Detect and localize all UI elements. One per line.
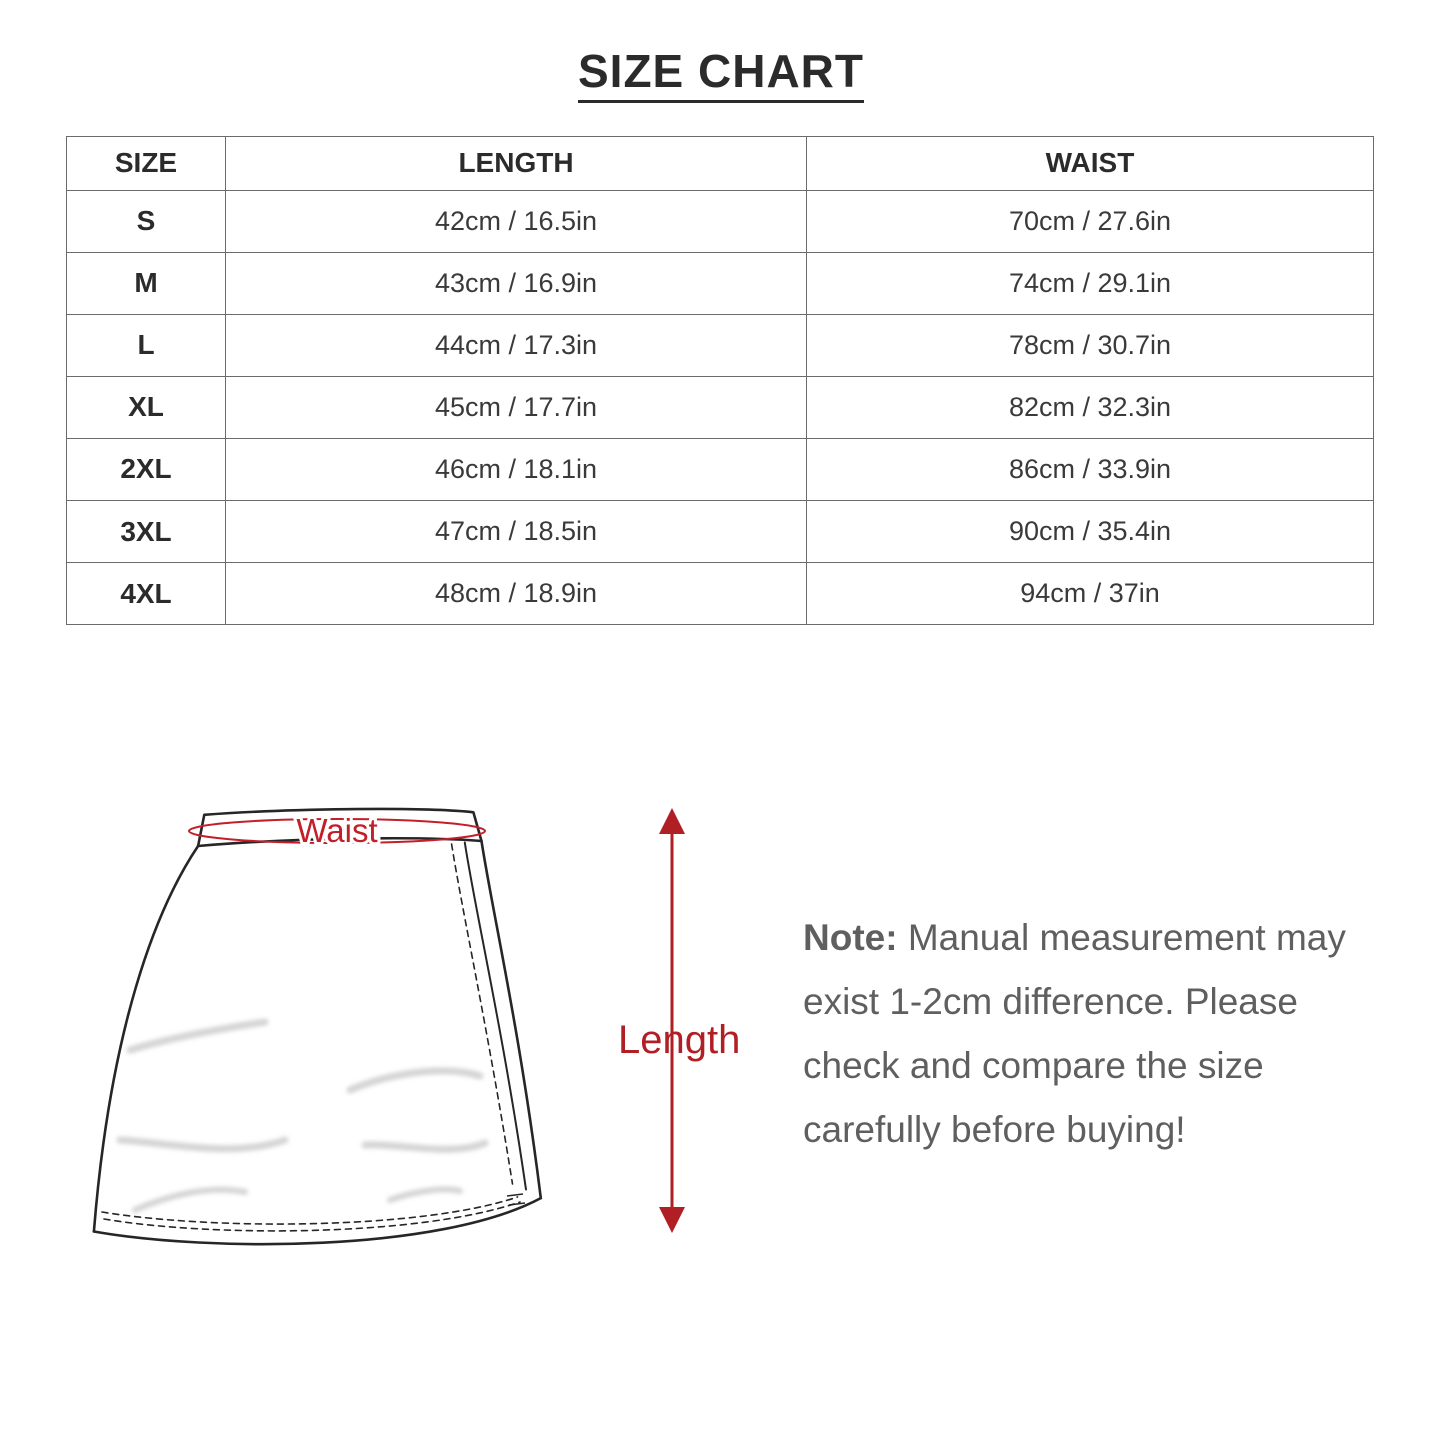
svg-text:Waist: Waist [296,812,377,849]
